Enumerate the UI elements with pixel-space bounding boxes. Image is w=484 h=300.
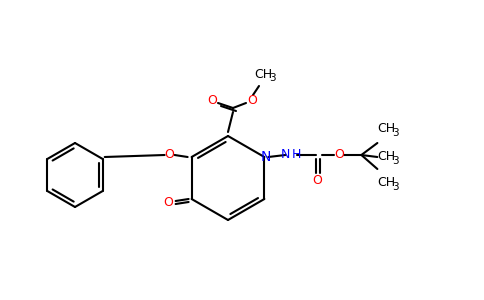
Text: O: O <box>334 148 344 161</box>
Text: CH: CH <box>254 68 272 80</box>
Text: CH: CH <box>378 151 395 164</box>
Text: 3: 3 <box>269 73 275 83</box>
Text: 3: 3 <box>392 182 399 192</box>
Text: O: O <box>313 175 322 188</box>
Text: O: O <box>207 94 217 106</box>
Text: N: N <box>260 150 271 164</box>
Text: CH: CH <box>378 176 395 190</box>
Text: 3: 3 <box>392 156 399 166</box>
Text: N: N <box>281 148 290 161</box>
Text: O: O <box>164 196 174 209</box>
Text: O: O <box>165 148 175 161</box>
Text: O: O <box>247 94 257 106</box>
Text: 3: 3 <box>392 128 399 138</box>
Text: CH: CH <box>378 122 395 136</box>
Text: H: H <box>291 148 301 161</box>
